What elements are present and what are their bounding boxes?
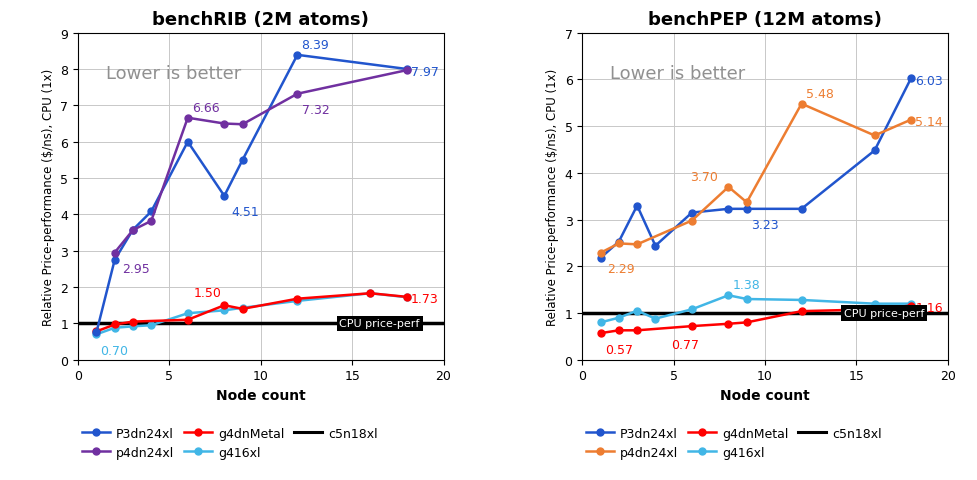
Text: Lower is better: Lower is better	[106, 65, 240, 84]
Text: 0.57: 0.57	[605, 343, 633, 356]
Y-axis label: Relative Price-performance ($/ns), CPU (1x): Relative Price-performance ($/ns), CPU (…	[546, 69, 559, 325]
Text: 3.70: 3.70	[690, 170, 717, 183]
Text: CPU price-perf: CPU price-perf	[843, 308, 924, 318]
Text: 2.29: 2.29	[608, 263, 635, 276]
Text: 8.39: 8.39	[302, 39, 329, 52]
Text: 6.03: 6.03	[915, 74, 943, 87]
Text: 1.16: 1.16	[915, 301, 943, 314]
Text: 5.48: 5.48	[806, 87, 833, 100]
Text: 1.38: 1.38	[733, 279, 760, 292]
Text: 1.50: 1.50	[193, 286, 222, 299]
Y-axis label: Relative Price-performance ($/ns), CPU (1x): Relative Price-performance ($/ns), CPU (…	[42, 69, 55, 325]
Text: 0.70: 0.70	[101, 344, 129, 357]
Text: 4.51: 4.51	[232, 206, 259, 219]
Legend: P3dn24xl, p4dn24xl, g4dnMetal, g416xl, c5n18xl: P3dn24xl, p4dn24xl, g4dnMetal, g416xl, c…	[77, 422, 383, 464]
Text: 7.32: 7.32	[302, 104, 329, 117]
Legend: P3dn24xl, p4dn24xl, g4dnMetal, g416xl, c5n18xl: P3dn24xl, p4dn24xl, g4dnMetal, g416xl, c…	[581, 422, 887, 464]
Text: Lower is better: Lower is better	[610, 65, 745, 84]
X-axis label: Node count: Node count	[216, 388, 306, 402]
Text: 3.23: 3.23	[751, 219, 779, 232]
Text: 6.66: 6.66	[191, 102, 220, 115]
Title: benchRIB (2M atoms): benchRIB (2M atoms)	[152, 12, 369, 29]
Text: 5.14: 5.14	[915, 116, 943, 129]
X-axis label: Node count: Node count	[720, 388, 810, 402]
Text: 2.95: 2.95	[122, 263, 149, 276]
Text: 1.73: 1.73	[411, 293, 439, 306]
Text: 0.77: 0.77	[671, 338, 700, 351]
Text: CPU price-perf: CPU price-perf	[339, 319, 420, 329]
Title: benchPEP (12M atoms): benchPEP (12M atoms)	[648, 12, 882, 29]
Text: 7.97: 7.97	[411, 65, 439, 78]
